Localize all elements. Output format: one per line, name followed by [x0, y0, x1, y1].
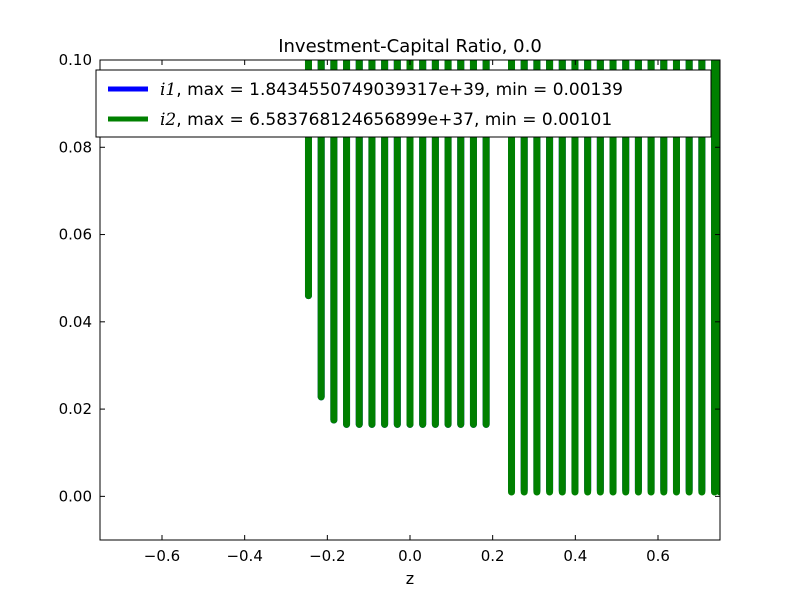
- x-tick-label-0: −0.6: [144, 547, 180, 565]
- chart-title: Investment-Capital Ratio, 0.0: [278, 36, 542, 57]
- x-axis-ticks: −0.6 −0.4 −0.2 0.0 0.2 0.4 0.6: [144, 60, 670, 565]
- legend-math-i1: i1: [160, 80, 176, 100]
- legend: i1, max = 1.8434550749039317e+39, min = …: [95, 69, 712, 138]
- x-tick-label-5: 0.4: [563, 547, 587, 565]
- y-axis-ticks: 0.00 0.02 0.04 0.06 0.08 0.10: [59, 51, 720, 505]
- y-tick-label-3: 0.06: [59, 226, 92, 244]
- legend-label-i1: i1, max = 1.8434550749039317e+39, min = …: [160, 80, 623, 100]
- legend-label-i2: i2, max = 6.583768124656899e+37, min = 0…: [160, 110, 612, 130]
- legend-text-i1: , max = 1.8434550749039317e+39, min = 0.…: [176, 80, 623, 100]
- x-axis-label: z: [406, 569, 414, 588]
- y-tick-label-0: 0.00: [59, 487, 92, 505]
- x-tick-label-3: 0.0: [398, 547, 422, 565]
- legend-text-i2: , max = 6.583768124656899e+37, min = 0.0…: [176, 110, 612, 130]
- y-tick-label-5: 0.10: [59, 51, 92, 69]
- x-tick-label-1: −0.4: [226, 547, 262, 565]
- x-tick-label-6: 0.6: [646, 547, 670, 565]
- y-tick-label-2: 0.04: [59, 313, 92, 331]
- y-tick-label-4: 0.08: [59, 138, 92, 156]
- y-tick-label-1: 0.02: [59, 400, 92, 418]
- x-tick-label-2: −0.2: [309, 547, 345, 565]
- x-tick-label-4: 0.2: [481, 547, 505, 565]
- legend-box: [95, 69, 712, 138]
- legend-math-i2: i2: [160, 110, 176, 130]
